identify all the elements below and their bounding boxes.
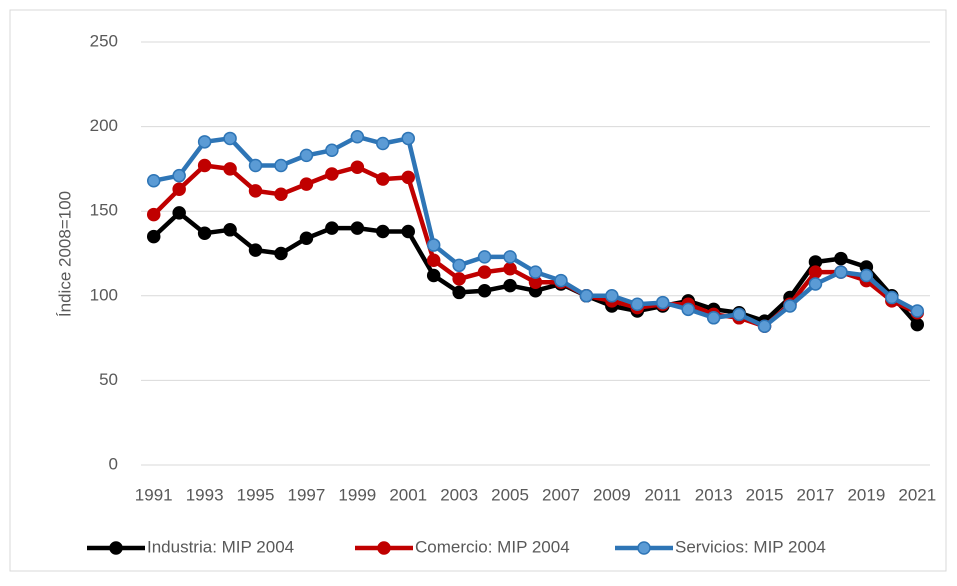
legend-label: Servicios: MIP 2004	[675, 537, 826, 556]
y-tick-label: 0	[109, 454, 118, 473]
legend-label: Industria: MIP 2004	[147, 537, 294, 556]
data-point	[859, 268, 874, 283]
data-point	[885, 290, 899, 305]
data-point	[197, 226, 212, 240]
data-point	[706, 311, 721, 325]
data-point	[834, 251, 848, 266]
data-point	[299, 231, 314, 246]
x-tick-label: 2021	[898, 485, 936, 504]
x-tick-label: 1993	[186, 485, 224, 504]
data-point	[274, 246, 288, 261]
y-axis-label: Índice 2008=100	[55, 191, 74, 317]
x-tick-label: 2007	[542, 485, 580, 504]
data-point	[910, 304, 925, 318]
data-point	[350, 221, 365, 235]
data-point	[808, 265, 823, 279]
data-point	[834, 265, 848, 279]
data-point	[172, 168, 186, 183]
data-point	[401, 131, 415, 146]
data-point	[630, 297, 645, 312]
data-point	[503, 261, 517, 276]
data-point	[146, 229, 161, 244]
data-point	[197, 158, 212, 173]
data-point	[146, 173, 161, 188]
data-point	[503, 250, 517, 264]
data-point	[656, 295, 670, 310]
data-point	[299, 148, 314, 163]
x-tick-label: 2003	[440, 485, 478, 504]
data-point	[452, 258, 466, 273]
data-point	[426, 253, 441, 268]
data-point	[197, 135, 212, 149]
data-point	[223, 131, 237, 146]
data-point	[452, 272, 466, 286]
data-point	[732, 307, 746, 322]
data-point	[376, 224, 390, 239]
x-tick-label: 1991	[135, 485, 173, 504]
x-tick-label: 2001	[389, 485, 427, 504]
x-tick-label: 2017	[797, 485, 835, 504]
x-tick-label: 2019	[847, 485, 885, 504]
data-point	[248, 158, 263, 173]
data-point	[477, 250, 492, 264]
data-point	[172, 206, 186, 220]
data-point	[248, 184, 263, 198]
y-tick-label: 150	[90, 201, 118, 220]
x-tick-label: 2009	[593, 485, 631, 504]
data-point	[223, 162, 237, 176]
legend-marker	[637, 541, 651, 555]
data-point	[554, 273, 568, 288]
x-tick-label: 2013	[695, 485, 733, 504]
data-point	[401, 170, 415, 185]
y-tick-label: 250	[90, 31, 118, 50]
data-point	[350, 130, 365, 144]
data-point	[401, 224, 415, 239]
data-point	[325, 143, 339, 158]
legend-marker	[377, 541, 391, 555]
y-tick-label: 200	[90, 116, 118, 135]
data-point	[299, 177, 314, 191]
data-point	[681, 302, 695, 317]
data-point	[376, 172, 390, 186]
data-point	[426, 238, 441, 252]
data-point	[477, 283, 492, 298]
data-point	[172, 182, 186, 196]
legend-label: Comercio: MIP 2004	[415, 537, 570, 556]
x-tick-label: 1997	[288, 485, 326, 504]
data-point	[223, 223, 237, 237]
data-point	[146, 207, 161, 222]
data-point	[757, 319, 772, 334]
data-point	[426, 268, 441, 283]
x-tick-label: 1999	[338, 485, 376, 504]
x-tick-label: 2005	[491, 485, 529, 504]
x-tick-label: 2015	[746, 485, 784, 504]
data-point	[910, 317, 925, 332]
data-point	[605, 289, 619, 303]
x-tick-label: 2011	[644, 485, 681, 504]
data-point	[274, 158, 288, 173]
data-point	[783, 299, 797, 313]
data-point	[350, 160, 365, 174]
data-point	[808, 277, 823, 291]
data-point	[503, 278, 517, 293]
data-point	[274, 187, 288, 202]
data-point	[376, 136, 390, 151]
data-point	[452, 285, 466, 300]
data-point	[579, 289, 594, 303]
legend-marker	[109, 541, 123, 555]
data-point	[325, 221, 339, 235]
y-tick-label: 100	[90, 285, 118, 304]
data-point	[248, 243, 263, 257]
x-tick-label: 1995	[237, 485, 275, 504]
data-point	[477, 265, 492, 279]
data-point	[528, 265, 543, 279]
y-tick-label: 50	[99, 370, 118, 389]
data-point	[325, 167, 339, 181]
